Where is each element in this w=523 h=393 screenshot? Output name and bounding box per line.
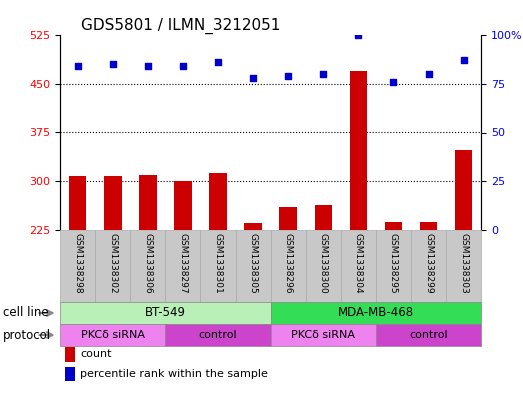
Point (389, 79, 397, 85)
Point (214, 59, 222, 66)
Bar (271, 230, 306, 302)
Bar (420, 222, 437, 230)
Bar (376, 230, 411, 302)
Point (424, 71, 433, 77)
Point (354, 32, 362, 38)
Bar (104, 176, 121, 230)
Point (144, 63, 152, 69)
Bar (341, 230, 376, 302)
Bar (60, 230, 95, 302)
Bar (60, 302, 271, 324)
Text: GSM1338295: GSM1338295 (389, 233, 398, 294)
Point (284, 73, 292, 79)
Text: GSM1338304: GSM1338304 (354, 233, 363, 294)
Bar (279, 207, 297, 230)
Text: GSM1338296: GSM1338296 (283, 233, 293, 294)
Bar (235, 230, 271, 302)
Bar (411, 230, 446, 302)
Point (179, 63, 187, 69)
Bar (165, 324, 271, 346)
Bar (306, 230, 341, 302)
Text: control: control (199, 330, 237, 340)
Text: GSM1338300: GSM1338300 (319, 233, 328, 294)
Bar (65, 347, 75, 362)
Bar (271, 302, 481, 324)
Text: MDA-MB-468: MDA-MB-468 (338, 307, 414, 320)
Point (249, 75, 257, 81)
Text: GSM1338298: GSM1338298 (73, 233, 82, 294)
Point (74, 63, 82, 69)
Bar (200, 230, 235, 302)
Bar (209, 173, 227, 230)
Point (109, 61, 117, 67)
Text: GSM1338306: GSM1338306 (143, 233, 152, 294)
Bar (455, 150, 472, 230)
Text: protocol: protocol (3, 329, 51, 342)
Text: GSM1338299: GSM1338299 (424, 233, 433, 294)
Text: GSM1338305: GSM1338305 (248, 233, 258, 294)
Point (459, 57, 468, 64)
Point (319, 71, 327, 77)
Text: percentile rank within the sample: percentile rank within the sample (80, 369, 268, 379)
Text: count: count (80, 349, 111, 359)
Text: GSM1338301: GSM1338301 (213, 233, 222, 294)
Text: PKCδ siRNA: PKCδ siRNA (81, 330, 145, 340)
Bar (139, 175, 156, 230)
Text: cell line: cell line (3, 307, 48, 320)
Bar (165, 230, 200, 302)
Bar (271, 324, 376, 346)
Text: control: control (409, 330, 448, 340)
Bar (376, 324, 481, 346)
Bar (69, 176, 86, 230)
Bar (446, 230, 481, 302)
Text: PKCδ siRNA: PKCδ siRNA (291, 330, 355, 340)
Bar (385, 222, 402, 230)
Bar (314, 205, 332, 230)
Text: GSM1338303: GSM1338303 (459, 233, 468, 294)
Bar (60, 324, 165, 346)
Bar (349, 71, 367, 230)
Bar (244, 224, 262, 230)
Text: BT-549: BT-549 (145, 307, 186, 320)
Bar (130, 230, 165, 302)
Bar (95, 230, 130, 302)
Bar (65, 367, 75, 382)
Text: GSM1338297: GSM1338297 (178, 233, 187, 294)
Text: GDS5801 / ILMN_3212051: GDS5801 / ILMN_3212051 (81, 17, 280, 34)
Text: GSM1338302: GSM1338302 (108, 233, 117, 294)
Bar (174, 181, 192, 230)
